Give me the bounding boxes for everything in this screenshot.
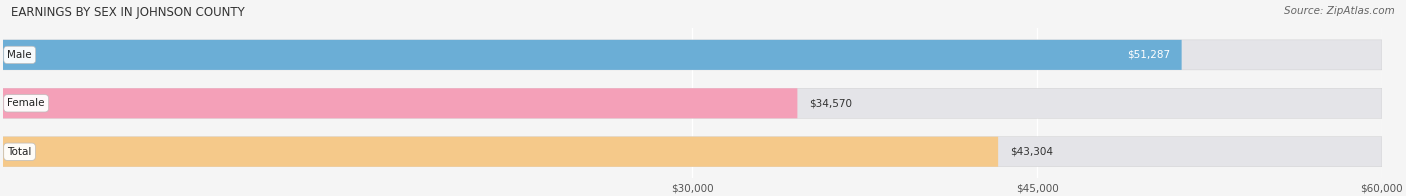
Text: $51,287: $51,287 [1128,50,1170,60]
Text: Total: Total [7,147,32,157]
Text: Male: Male [7,50,32,60]
FancyBboxPatch shape [3,137,998,167]
FancyBboxPatch shape [3,137,1382,167]
FancyBboxPatch shape [3,40,1382,70]
FancyBboxPatch shape [3,88,797,118]
FancyBboxPatch shape [3,40,1181,70]
Text: $43,304: $43,304 [1010,147,1053,157]
Text: Female: Female [7,98,45,108]
Text: EARNINGS BY SEX IN JOHNSON COUNTY: EARNINGS BY SEX IN JOHNSON COUNTY [11,6,245,19]
Text: Source: ZipAtlas.com: Source: ZipAtlas.com [1284,6,1395,16]
FancyBboxPatch shape [3,88,1382,118]
Text: $34,570: $34,570 [808,98,852,108]
